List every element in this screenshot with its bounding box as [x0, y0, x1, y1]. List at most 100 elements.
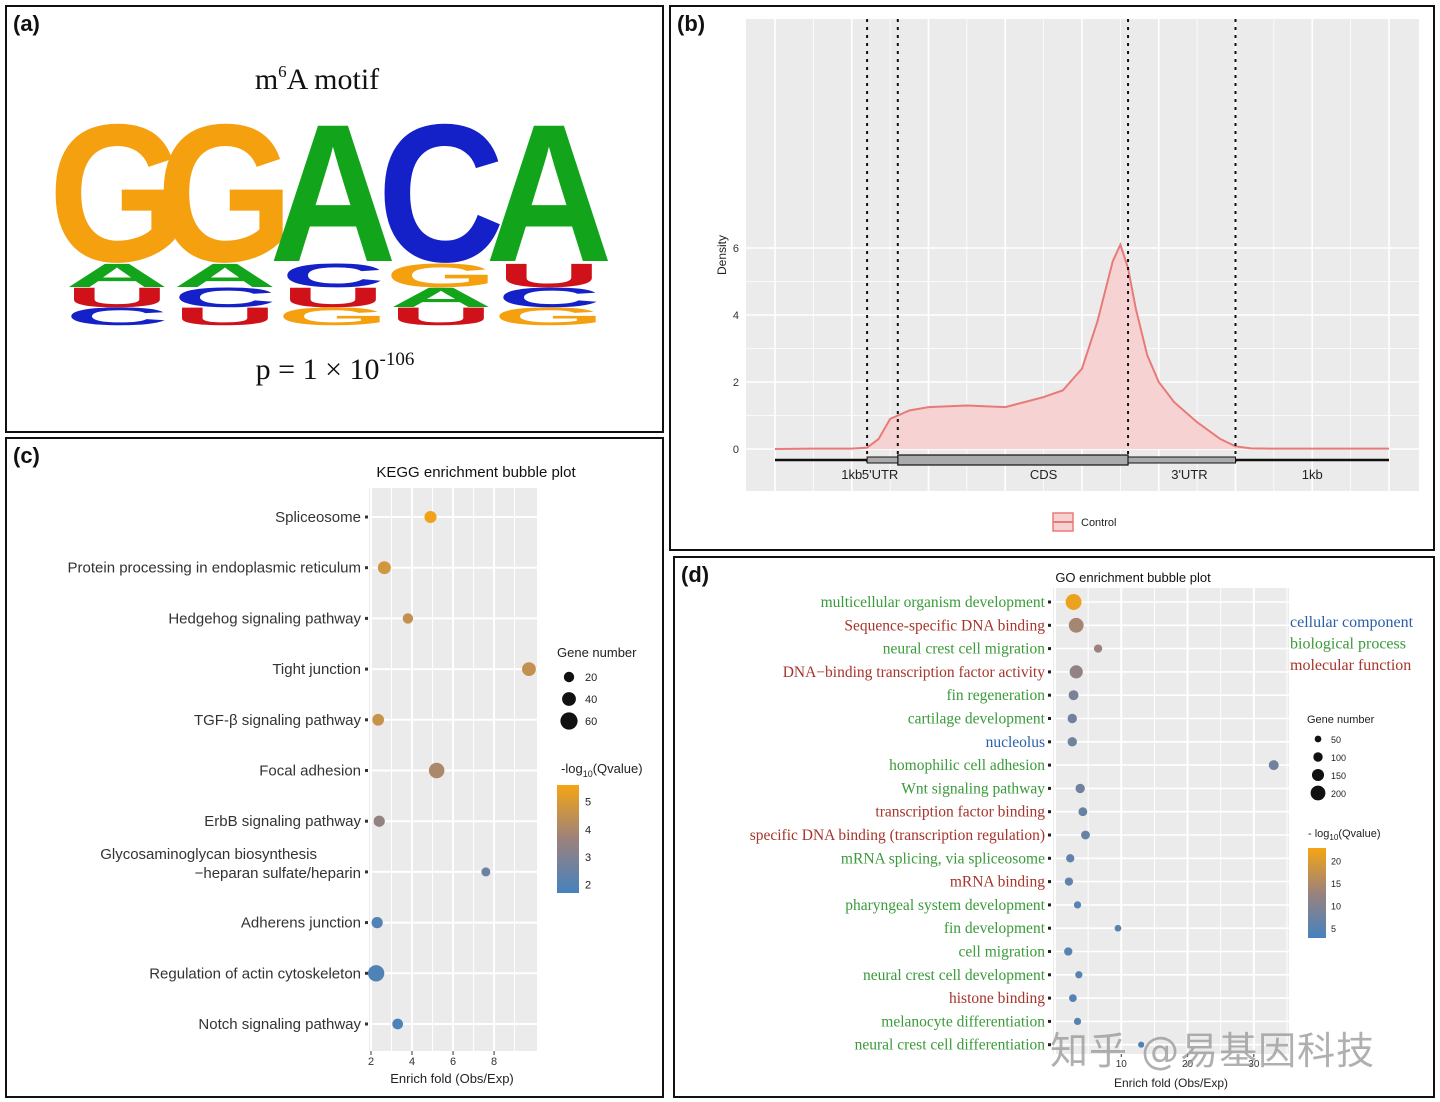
size-legend-key	[1311, 768, 1325, 782]
y-tick	[1048, 600, 1051, 604]
x-tick-label: 30	[1248, 1059, 1260, 1070]
panel-c-kegg: (c) KEGG enrichment bubble plot Spliceoso…	[5, 437, 664, 1098]
category-label: neural crest cell migration	[883, 641, 1046, 658]
watermark: 知乎 @易基因科技	[1050, 1029, 1376, 1073]
chart-title: KEGG enrichment bubble plot	[376, 464, 576, 481]
motif-letter-minor: A	[65, 257, 168, 295]
y-tick	[1048, 717, 1051, 720]
y-tick	[365, 769, 368, 772]
go-bubble-chart: GO enrichment bubble plot multicellular o…	[750, 570, 1414, 1090]
motif-letter-main: A	[269, 83, 396, 303]
motif-letter-minor: G	[385, 257, 496, 295]
x-axis-label: Enrich fold (Obs/Exp)	[390, 1071, 514, 1086]
density-line	[774, 241, 1389, 450]
bubble	[1069, 994, 1077, 1002]
bubble	[392, 1018, 404, 1030]
bubble	[1268, 760, 1279, 771]
category-label: Protein processing in endoplasmic reticu…	[68, 560, 361, 577]
color-legend-label: 3	[585, 852, 591, 864]
motif-letter-minor: U	[65, 282, 168, 313]
panel-a-label: (a)	[13, 11, 40, 36]
size-legend-label: 100	[1331, 753, 1346, 763]
size-legend-key	[562, 692, 576, 706]
motif-letter-main: C	[377, 83, 504, 303]
category-label: Wnt signaling pathway	[901, 780, 1045, 797]
y-tick	[1048, 926, 1051, 930]
bubble	[1138, 1041, 1145, 1048]
category-label: transcription factor binding	[875, 804, 1045, 821]
category-label: neural crest cell differentiation	[855, 1037, 1046, 1054]
bubble	[1067, 737, 1077, 747]
color-legend-title: - log10(Qvalue)	[1308, 828, 1381, 842]
density-area	[775, 244, 1389, 449]
region-label: 1kb	[841, 467, 862, 482]
motif-letter-minor: C	[173, 282, 276, 313]
motif-letter-minor: C	[497, 282, 600, 313]
x-tick-label: 8	[491, 1056, 497, 1068]
color-legend-label: 5	[1331, 924, 1336, 934]
motif-letter-main: G	[48, 83, 185, 303]
category-label: homophilic cell adhesion	[889, 757, 1045, 774]
category-label: pharyngeal system development	[845, 897, 1045, 914]
y-tick	[365, 971, 368, 975]
bubble	[1065, 594, 1082, 610]
chart-title: GO enrichment bubble plot	[1055, 570, 1211, 585]
bubble	[372, 713, 385, 726]
size-legend-key	[1310, 785, 1326, 801]
panel-c-label: (c)	[13, 443, 40, 468]
color-legend-title: -log10(Qvalue)	[561, 761, 643, 779]
color-legend-label: 20	[1331, 857, 1341, 867]
category-label: TGF-β signaling pathway	[194, 712, 362, 729]
y-tick	[365, 718, 368, 722]
x-axis-label: Enrich fold (Obs/Exp)	[1114, 1076, 1228, 1090]
bubble	[1064, 877, 1074, 886]
bubble	[1068, 617, 1084, 633]
category-label: mRNA splicing, via spliceosome	[841, 850, 1045, 867]
size-legend-title: Gene number	[557, 645, 637, 660]
category-label: specific DNA binding (transcription regu…	[750, 827, 1045, 844]
bubble	[377, 561, 391, 575]
size-legend-title: Gene number	[1307, 714, 1375, 726]
y-tick	[1048, 880, 1051, 884]
motif-letter-minor: C	[281, 257, 384, 295]
bubble	[424, 510, 437, 524]
color-legend-label: 2	[585, 880, 591, 892]
color-legend-bar	[557, 785, 579, 893]
bubble	[481, 867, 491, 877]
motif-letter-minor: U	[281, 282, 384, 313]
y-tick	[365, 870, 368, 874]
bubble	[1075, 783, 1085, 794]
y-tick	[1048, 693, 1051, 697]
y-tick	[1048, 763, 1051, 767]
motif-letter-main: A	[485, 83, 612, 303]
y-tick	[1048, 810, 1051, 814]
category-label: neural crest cell development	[863, 967, 1046, 984]
region-label: 1kb	[1302, 467, 1323, 482]
y-tick	[1048, 856, 1051, 860]
bubble	[1064, 947, 1073, 956]
y-tick-label: 2	[733, 377, 739, 389]
y-tick	[1048, 973, 1051, 977]
y-tick	[365, 1022, 368, 1026]
bubble	[1078, 807, 1088, 817]
x-tick-label: 6	[450, 1056, 456, 1068]
utr3-box	[1127, 456, 1236, 464]
region-label: 5'UTR	[862, 467, 898, 482]
motif-letter-minor: U	[389, 302, 492, 330]
category-label: Spliceosome	[275, 509, 361, 526]
category-label: nucleolus	[986, 734, 1045, 751]
motif-letter-minor: G	[493, 302, 604, 330]
plot-background	[1053, 588, 1289, 1054]
bubble	[1069, 665, 1083, 679]
y-tick	[1048, 950, 1051, 953]
y-tick-label: 6	[733, 243, 739, 255]
size-legend-key	[1314, 735, 1322, 743]
y-tick	[365, 921, 368, 925]
x-tick-label: 2	[368, 1056, 374, 1068]
size-legend-key	[560, 712, 578, 730]
color-legend-label: 10	[1331, 902, 1341, 912]
motif-letter-minor: U	[497, 257, 600, 295]
